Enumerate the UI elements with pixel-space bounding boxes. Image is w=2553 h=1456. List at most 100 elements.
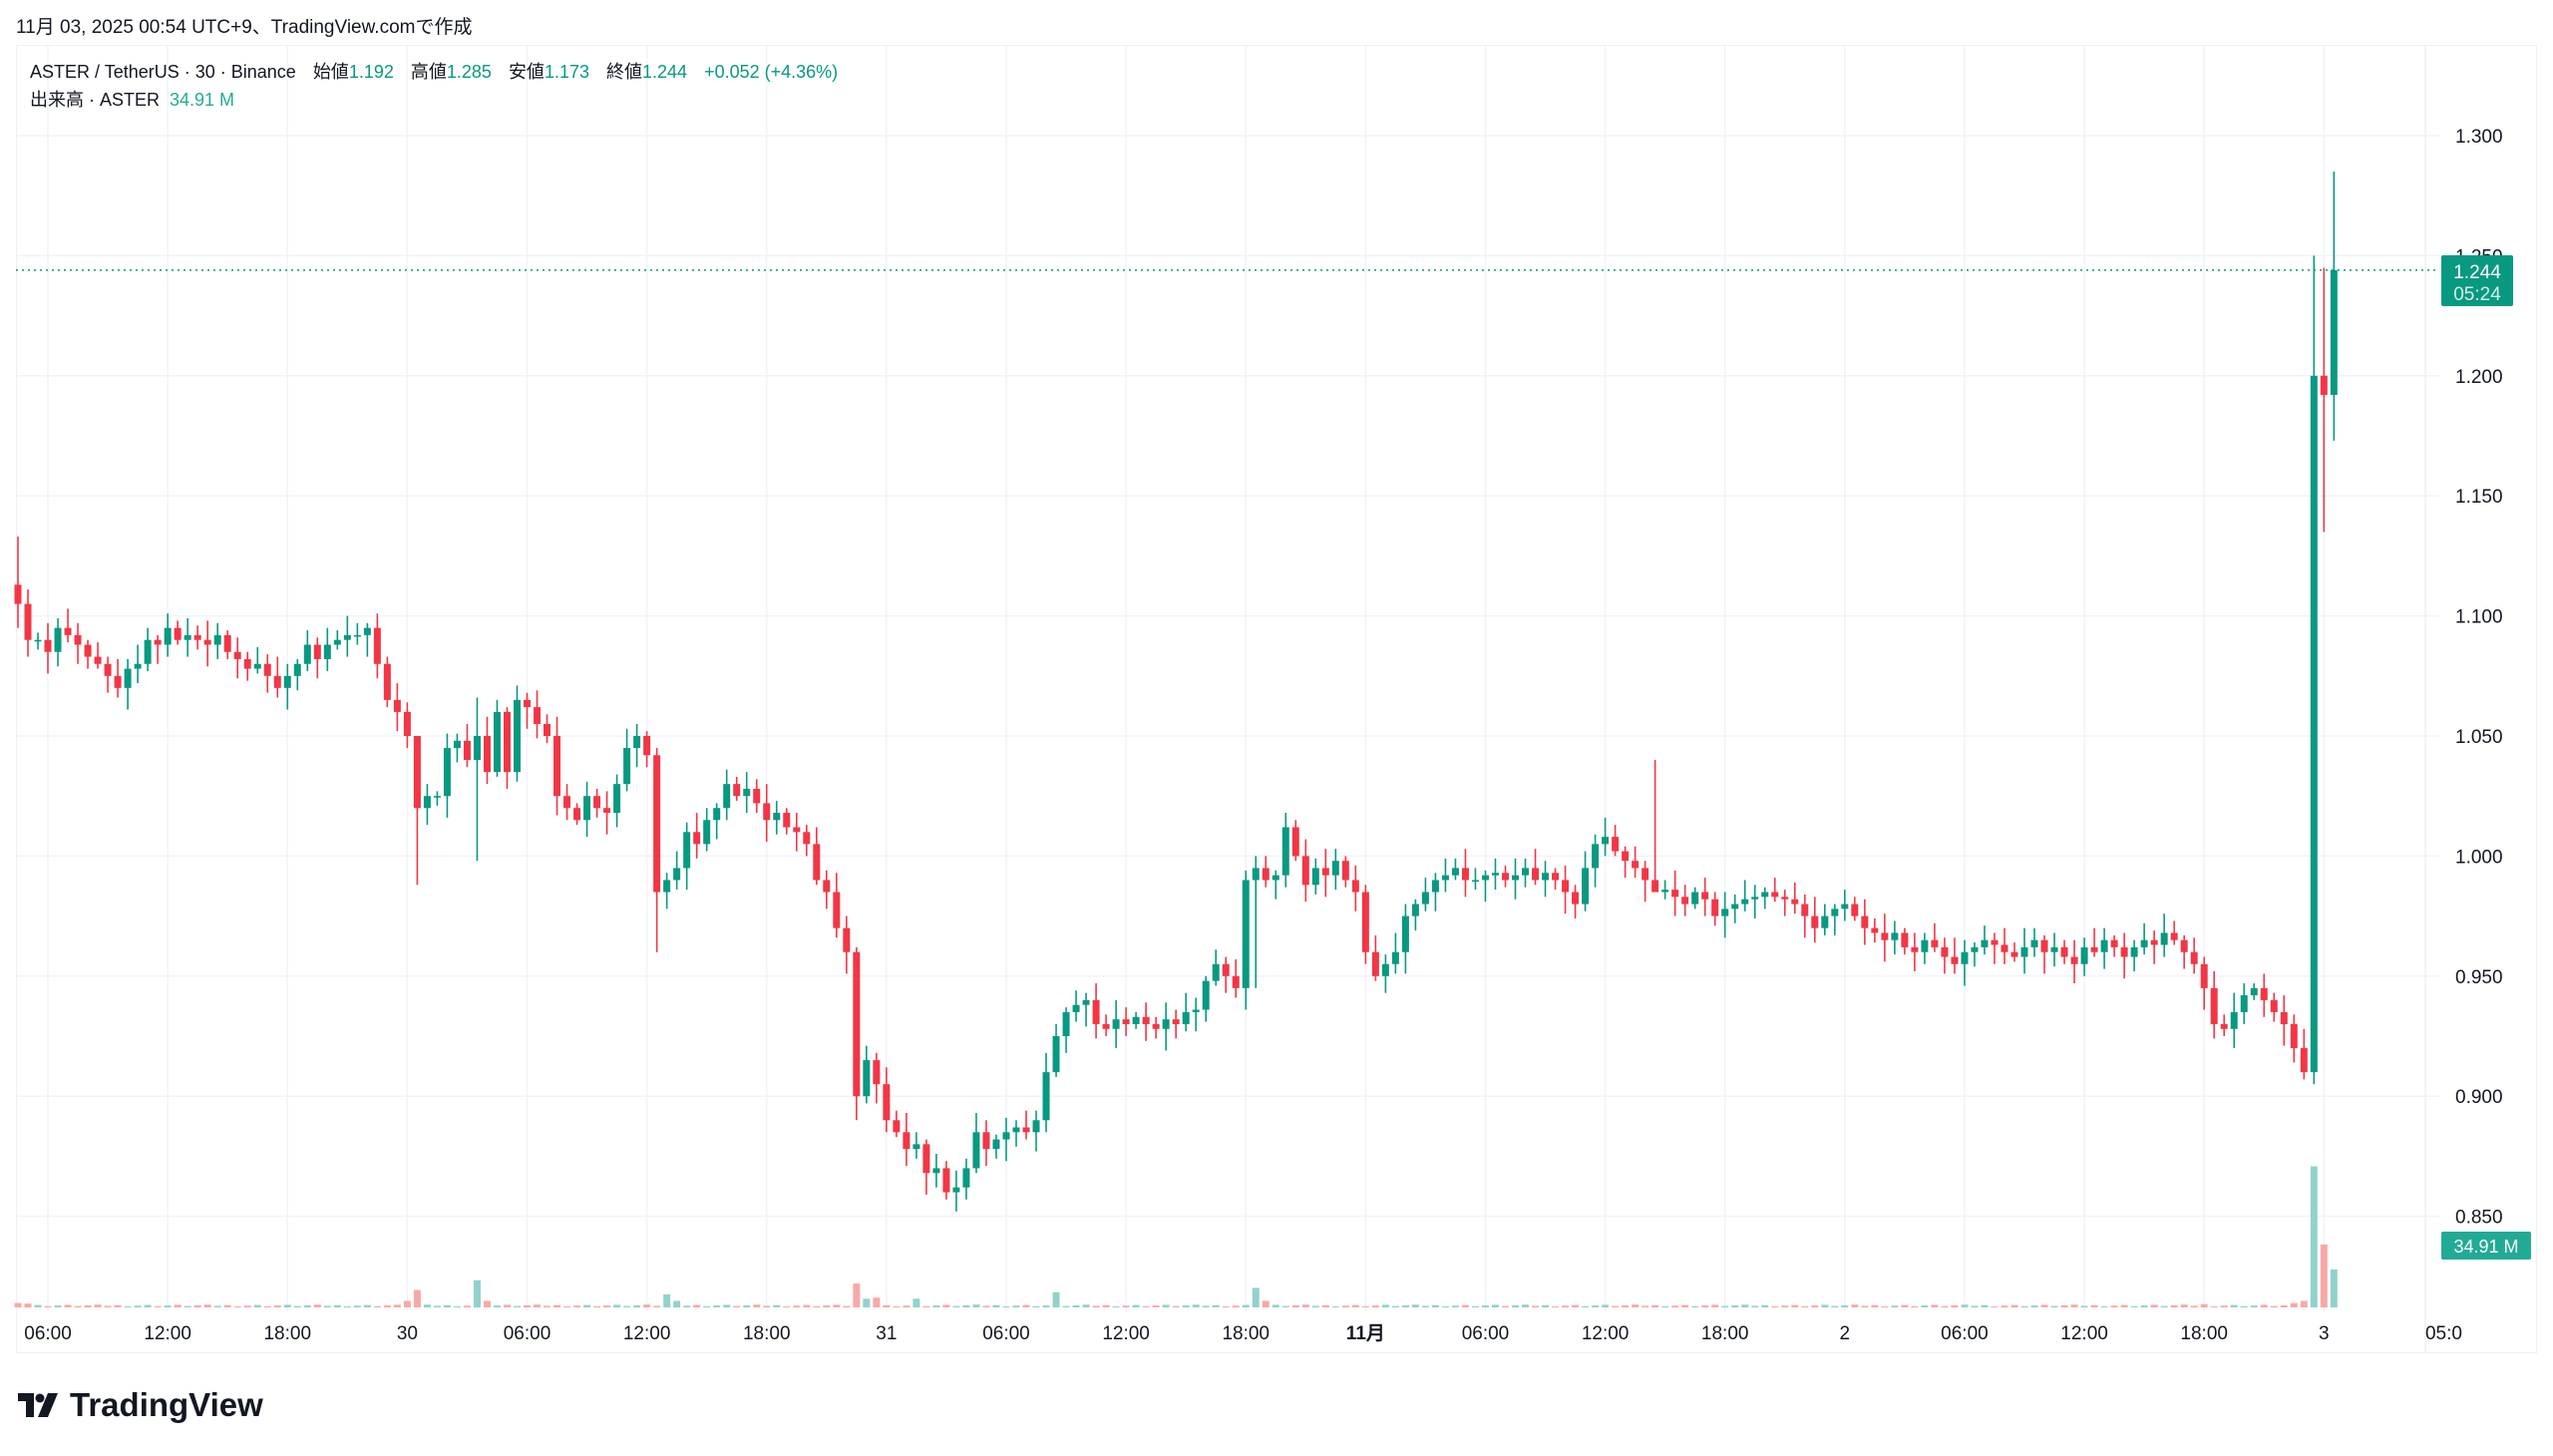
volume-bar [1791,1304,1799,1307]
volume-bar [843,1305,851,1307]
volume-bar [863,1298,871,1307]
price-tick-label: 1.300 [2455,127,2503,148]
candle [2320,267,2328,533]
volume-badge: 34.91 M [2441,1232,2531,1260]
volume-bar [1361,1305,1369,1307]
candle [1791,882,1799,914]
candle [633,723,641,768]
volume-bar [2200,1303,2208,1307]
candle [1351,866,1359,911]
volume-bar [1811,1305,1819,1307]
volume-bar [1411,1304,1419,1307]
candle [333,630,341,650]
candle-body [723,784,731,809]
candle [1182,992,1190,1032]
candle [1132,1011,1140,1029]
candle-body [233,651,241,659]
volume-bar [952,1305,960,1307]
volume-bar [2070,1304,2078,1307]
candle-body [2100,939,2108,952]
volume-bar [1092,1305,1100,1307]
candle [813,827,821,886]
candle [873,1052,881,1104]
candle-body [1771,892,1779,898]
candle-body [853,951,861,1097]
volume-bar [1532,1305,1540,1307]
volume-bar [1142,1305,1150,1307]
candle [1341,856,1349,888]
candle [1921,932,1929,964]
candle-body [473,736,481,761]
candle-body [174,627,182,640]
candle-body [2150,939,2158,945]
candle [363,622,371,657]
candle-body [743,788,751,797]
candle-body [942,1168,950,1193]
candle-body [1321,868,1329,876]
candle-body [653,755,661,893]
candle [1512,858,1519,900]
candle-body [2090,946,2098,952]
candle-body [992,1139,1000,1150]
candle-body [1451,868,1459,876]
tradingview-logo[interactable]: TradingView [18,1386,263,1424]
candle-body [1232,975,1240,988]
candle-body [733,784,741,797]
candle [783,808,791,835]
volume-bar [403,1300,411,1307]
symbol-label[interactable]: ASTER / TetherUS · 30 · Binance [30,62,296,82]
candle-body [1981,939,1989,947]
candle-body [544,723,551,736]
candle [64,608,72,643]
volume-bar [1582,1305,1590,1307]
candle [2130,939,2138,971]
volume-bar [473,1279,481,1307]
volume-bar [1861,1305,1869,1307]
volume-label[interactable]: 出来高 · ASTER [30,90,161,110]
candle-body [1351,880,1359,893]
candle [373,613,381,679]
candle [1931,922,1939,952]
volume-bar [213,1305,221,1307]
candle [733,776,741,802]
time-tick-label: 18:00 [1701,1323,1749,1344]
candle [1801,894,1809,938]
candle [233,637,241,679]
candle [793,813,801,852]
time-tick-label: 12:00 [1582,1323,1630,1344]
candle [503,707,511,789]
volume-bar [393,1304,401,1307]
volume-bar [24,1303,32,1307]
volume-bar [413,1289,421,1307]
candle-body [2001,944,2008,952]
volume-bar [803,1304,811,1307]
candle [1751,885,1759,919]
candle-body [843,927,851,952]
candle [1052,1023,1060,1077]
candle [1731,894,1739,923]
candle [2150,930,2158,964]
candle [124,658,132,710]
candle [2250,983,2258,1000]
volume-bar [1441,1305,1449,1307]
candle-body [124,668,132,688]
volume-bar [733,1305,741,1307]
candle-body [1991,939,1999,945]
candle-body [403,711,411,736]
candle [753,779,761,814]
candle [443,733,451,818]
candle-body [213,634,221,645]
candle [94,642,102,669]
volume-bar [524,1304,532,1307]
volume-bar [1851,1304,1859,1307]
volume-bar [1122,1305,1130,1307]
candle-body [453,740,461,749]
candle-body [1632,861,1640,869]
candle [693,813,701,859]
volume-bar [1262,1300,1270,1307]
volume-bar [493,1305,501,1307]
candle-body [193,634,201,640]
candle [1092,983,1100,1039]
